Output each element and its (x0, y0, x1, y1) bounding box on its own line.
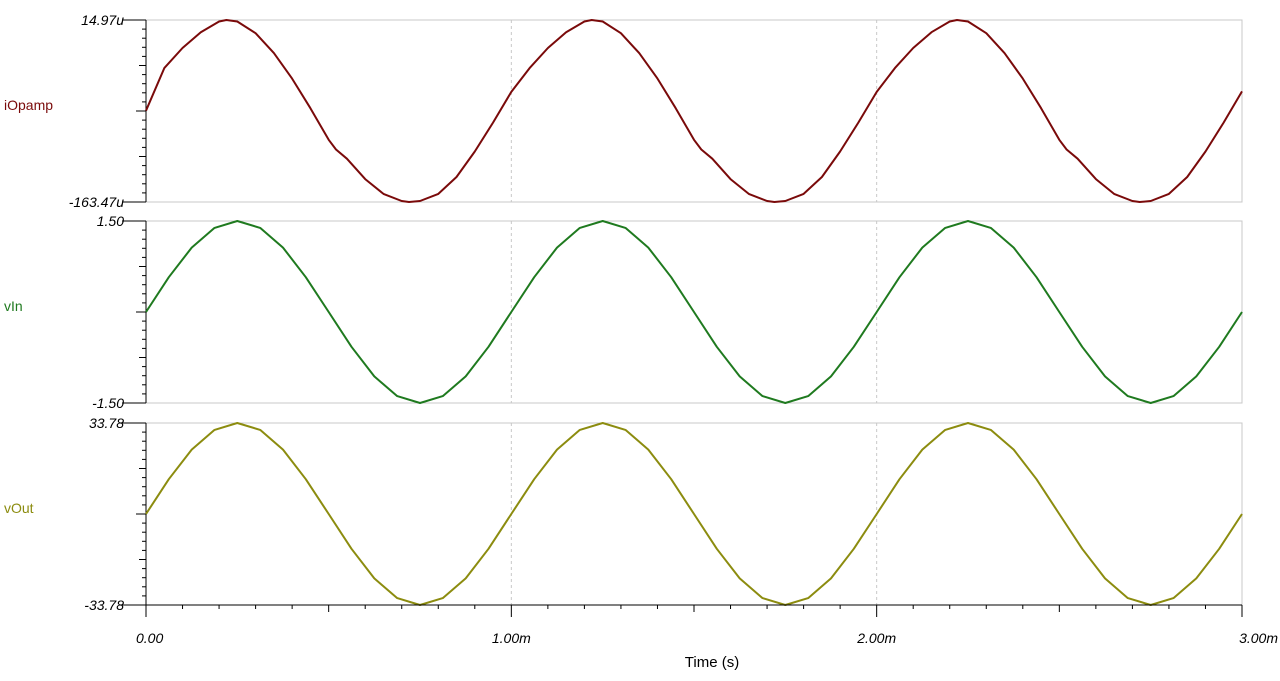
y-tick-label-bottom: -163.47u (69, 194, 124, 210)
x-tick-label: 1.00m (492, 630, 531, 646)
series-line-vIn (145, 220, 1243, 404)
x-tick-label: 2.00m (856, 630, 896, 646)
series-line-vOut (145, 422, 1243, 606)
y-tick-label-bottom: -33.78 (84, 597, 124, 613)
panels-layer: 14.97u -163.47u iOpamp 1.50 -1.50 vIn 33.78 -33… (4, 12, 1243, 613)
series-label-vOut: vOut (4, 500, 34, 516)
panel-iOpamp: 14.97u -163.47u iOpamp (4, 12, 1243, 210)
x-tick-label: 0.00 (136, 630, 163, 646)
plot-frame (145, 19, 1243, 203)
x-axis-label: Time (s) (685, 654, 739, 671)
series-line-iOpamp (145, 19, 1243, 203)
y-tick-label-top: 33.78 (89, 415, 124, 431)
y-tick-label-top: 1.50 (97, 213, 124, 229)
y-tick-label-top: 14.97u (81, 12, 124, 28)
series-label-iOpamp: iOpamp (4, 97, 53, 113)
series-label-vIn: vIn (4, 298, 23, 314)
x-axis: Time (s) 0.00 1.00m 2.00m 3.00m (136, 604, 1278, 671)
x-tick-label: 3.00m (1239, 630, 1278, 646)
panel-vOut: 33.78 -33.78 vOut (4, 415, 1243, 613)
y-tick-label-bottom: -1.50 (92, 395, 124, 411)
panel-vIn: 1.50 -1.50 vIn (4, 213, 1243, 411)
